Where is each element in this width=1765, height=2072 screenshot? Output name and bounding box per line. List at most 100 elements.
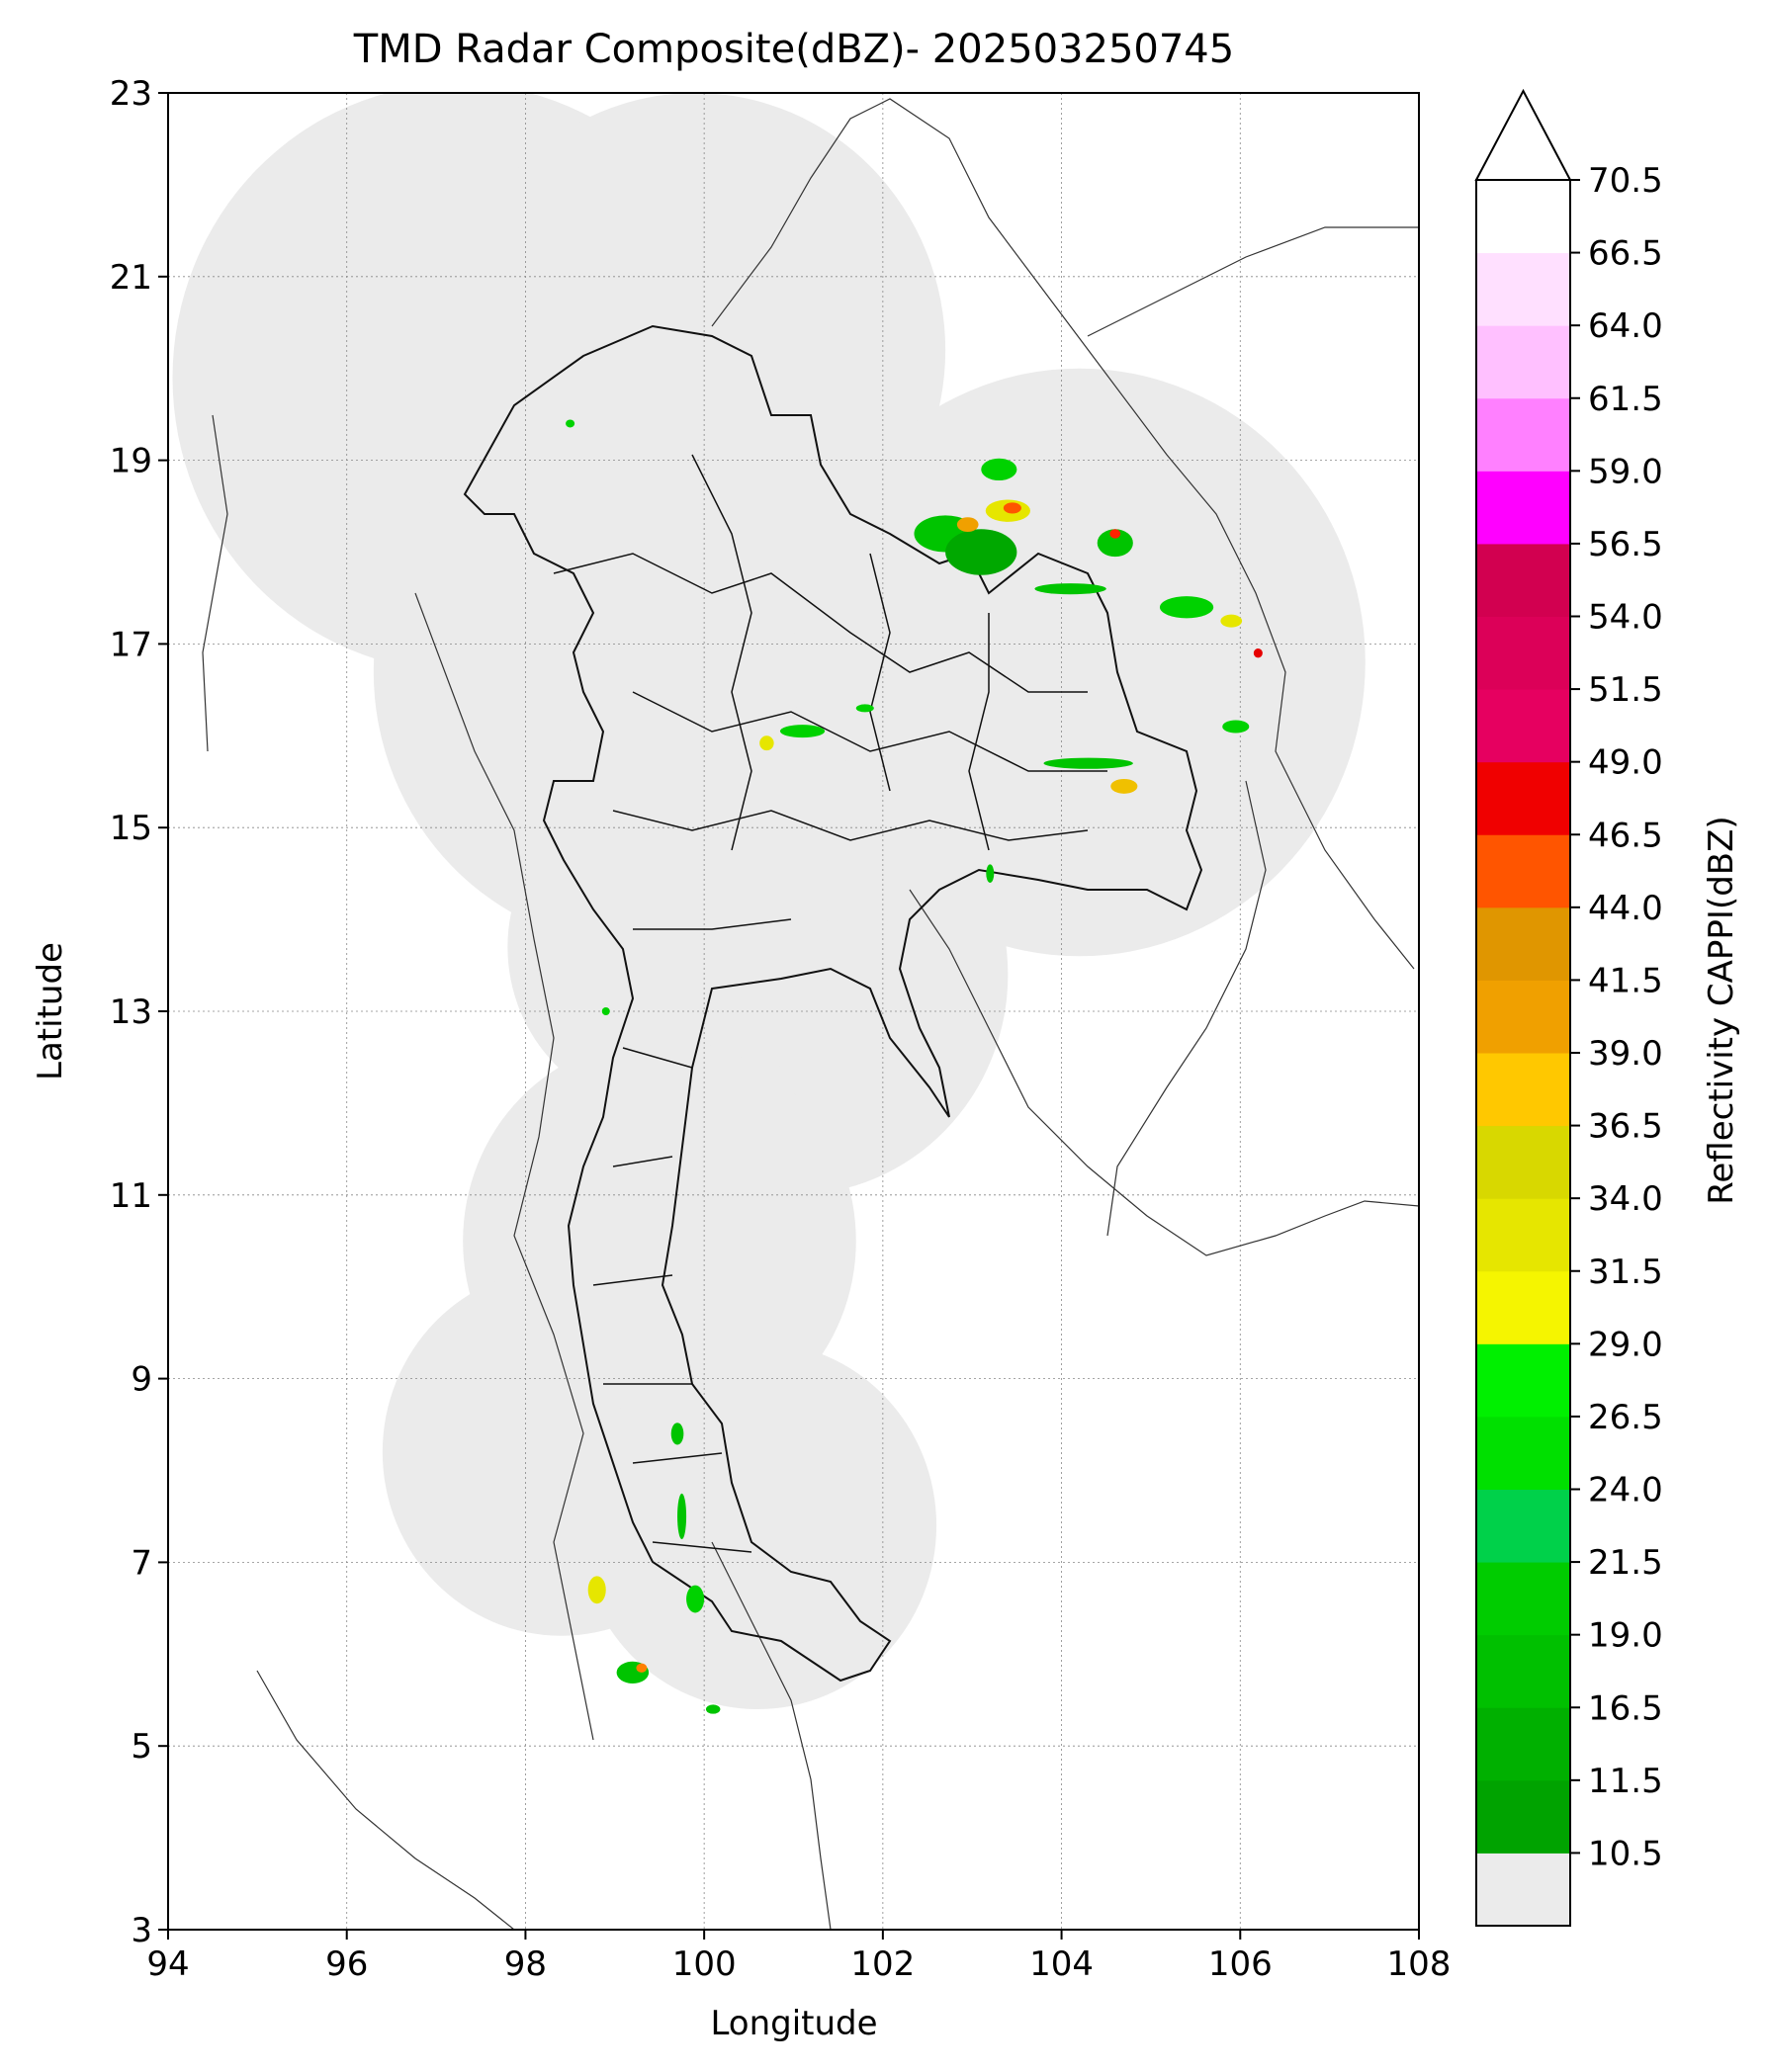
colorbar-tick-label-22: 64.0 — [1588, 306, 1663, 346]
colorbar-segment-18 — [1476, 543, 1570, 617]
colorbar-tick-label-11: 36.5 — [1588, 1107, 1663, 1147]
coast-malay-peninsula — [256, 1541, 832, 1930]
lat-tick-label-5: 5 — [131, 1727, 152, 1767]
colorbar-segment-8 — [1476, 1270, 1570, 1344]
radar-echo-11 — [1220, 614, 1243, 628]
radar-echo-12 — [1253, 648, 1263, 658]
colorbar-segment-1 — [1476, 1779, 1570, 1854]
country-borders — [202, 98, 1419, 1930]
radar-echo-5 — [981, 458, 1017, 481]
internal-provinces — [553, 454, 1107, 1553]
radar-echo-25 — [686, 1585, 705, 1613]
colorbar: 10.5 11.5 16.5 19.0 21.5 24.0 26.5 29.0 31.5 34.0… — [1474, 88, 1663, 1927]
colorbar-tick-label-8: 29.0 — [1588, 1325, 1663, 1364]
map-plot-area — [168, 93, 1419, 1930]
gridlines — [168, 93, 1419, 1930]
colorbar-segment-11 — [1476, 1053, 1570, 1127]
lat-tick-label-23: 23 — [110, 74, 152, 114]
radar-echo-27 — [566, 419, 575, 428]
lon-tick-label-98: 98 — [504, 1944, 547, 1984]
colorbar-segment-14 — [1476, 834, 1570, 908]
colorbar-segment-6 — [1476, 1416, 1570, 1490]
lon-tick-label-106: 106 — [1208, 1944, 1273, 1984]
radar-echo-14 — [1043, 757, 1133, 769]
colorbar-tick-label-16: 49.0 — [1588, 743, 1663, 783]
colorbar-segment-23 — [1476, 180, 1570, 254]
radar-echo-18 — [855, 704, 874, 713]
radar-echo-17 — [759, 735, 774, 751]
colorbar-segment-4 — [1476, 1562, 1570, 1636]
colorbar-tick-label-23: 66.5 — [1588, 234, 1663, 274]
lon-tick-label-104: 104 — [1029, 1944, 1094, 1984]
radar-echo-20 — [677, 1493, 687, 1540]
lat-tick-label-7: 7 — [131, 1543, 152, 1583]
colorbar-tick-label-20: 59.0 — [1588, 452, 1663, 491]
radar-echo-16 — [779, 725, 826, 738]
radar-echo-19 — [670, 1423, 684, 1445]
radar-coverage-layer — [172, 93, 1366, 1710]
map-title: TMD Radar Composite(dBZ)- 202503250745 — [353, 27, 1234, 72]
colorbar-tick-label-2: 11.5 — [1588, 1762, 1663, 1801]
radar-echo-28 — [986, 864, 995, 883]
radar-echoes-layer — [566, 419, 1263, 1714]
lat-tick-label-13: 13 — [110, 993, 152, 1032]
lon-tick-label-96: 96 — [325, 1944, 368, 1984]
colorbar-tick-label-17: 51.5 — [1588, 670, 1663, 710]
radar-echo-7 — [1034, 583, 1106, 595]
colorbar-tick-label-13: 41.5 — [1588, 961, 1663, 1000]
colorbar-tick-label-18: 54.0 — [1588, 598, 1663, 638]
colorbar-segment-21 — [1476, 325, 1570, 399]
colorbar-segment-16 — [1476, 689, 1570, 763]
province-borders-thailand — [463, 324, 1203, 1683]
lat-tick-label-11: 11 — [110, 1176, 152, 1216]
y-axis-label: Latitude — [31, 942, 70, 1080]
colorbar-tick-label-1: 10.5 — [1588, 1834, 1663, 1873]
colorbar-segment-7 — [1476, 1343, 1570, 1418]
colorbar-tick-label-5: 21.5 — [1588, 1543, 1663, 1583]
radar-echo-15 — [1110, 778, 1138, 794]
radar-coverage-5 — [793, 368, 1366, 957]
radar-echo-2 — [945, 529, 1017, 575]
colorbar-tick-label-12: 39.0 — [1588, 1034, 1663, 1074]
coast-cambodia-vietnam — [909, 889, 1419, 1256]
colorbar-segment-9 — [1476, 1198, 1570, 1272]
radar-echo-10 — [1159, 596, 1214, 619]
colorbar-extend-arrow — [1474, 88, 1572, 181]
lon-tick-label-102: 102 — [850, 1944, 915, 1984]
coastline-andaman — [202, 414, 594, 1741]
radar-coverage-10 — [578, 1341, 937, 1710]
colorbar-tick-label-6: 24.0 — [1588, 1471, 1663, 1511]
lat-tick-label-15: 15 — [110, 809, 152, 848]
lon-tick-label-94: 94 — [146, 1944, 189, 1984]
colorbar-segment-5 — [1476, 1489, 1570, 1563]
colorbar-tick-label-7: 26.5 — [1588, 1398, 1663, 1437]
colorbar-segment-3 — [1476, 1634, 1570, 1708]
radar-echo-4 — [1003, 502, 1021, 514]
lat-tick-label-21: 21 — [110, 258, 152, 298]
colorbar-label: Reflectivity CAPPI(dBZ) — [1702, 816, 1741, 1204]
radar-echo-21 — [587, 1576, 606, 1604]
border-laos-vietnam — [711, 98, 1419, 1237]
lat-tick-label-3: 3 — [131, 1911, 152, 1950]
colorbar-tick-label-3: 16.5 — [1588, 1688, 1663, 1728]
colorbar-under-segment — [1476, 1853, 1570, 1926]
colorbar-segment-15 — [1476, 761, 1570, 835]
colorbar-tick-label-9: 31.5 — [1588, 1252, 1663, 1292]
colorbar-segment-22 — [1476, 252, 1570, 326]
x-axis-label: Longitude — [710, 2004, 877, 2043]
colorbar-segment-17 — [1476, 616, 1570, 690]
lat-tick-label-19: 19 — [110, 442, 152, 481]
colorbar-tick-label-19: 56.5 — [1588, 525, 1663, 564]
colorbar-segment-20 — [1476, 397, 1570, 472]
colorbar-segment-2 — [1476, 1707, 1570, 1781]
lat-tick-label-17: 17 — [110, 625, 152, 664]
latitude-ticks: 3 5 7 9 11 13 15 17 19 21 23 — [110, 74, 168, 1950]
colorbar-segment-10 — [1476, 1125, 1570, 1199]
radar-coverage-7 — [507, 781, 830, 1113]
lon-tick-label-108: 108 — [1387, 1944, 1452, 1984]
radar-echo-24 — [705, 1704, 721, 1714]
radar-echo-6 — [956, 517, 979, 533]
colorbar-tick-label-4: 19.0 — [1588, 1616, 1663, 1656]
colorbar-tick-label-15: 46.5 — [1588, 816, 1663, 855]
